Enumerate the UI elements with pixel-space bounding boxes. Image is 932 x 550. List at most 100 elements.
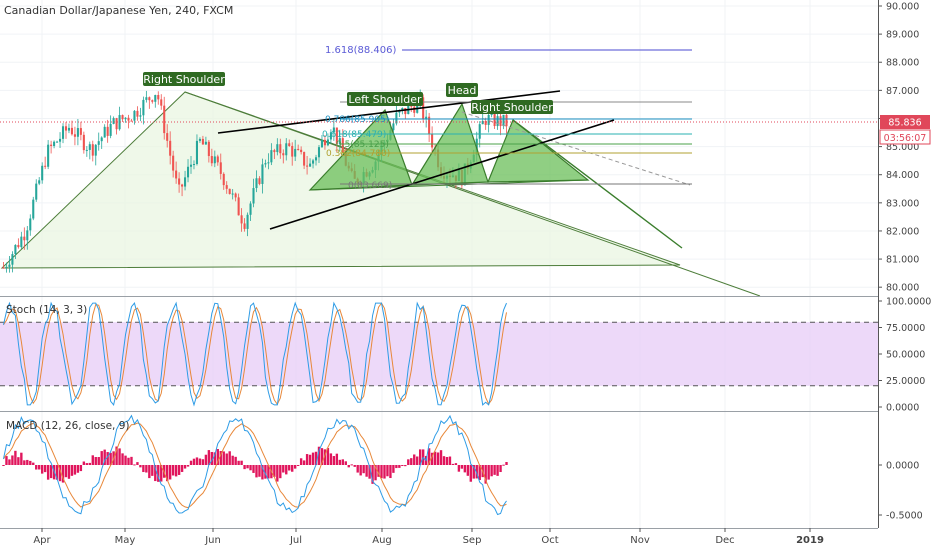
candle-body [237, 197, 240, 216]
label-right-shoulder-1: Right Shoulder [143, 73, 225, 86]
macd-hist-bar [183, 465, 187, 469]
candle-body [76, 128, 79, 137]
candle-body [14, 244, 17, 255]
candle-body [163, 105, 166, 134]
macd-hist-bar [371, 465, 374, 484]
time-tick-label: Sep [463, 535, 482, 546]
candle-body [145, 97, 148, 100]
macd-hist-bar [70, 465, 74, 476]
macd-tick-label: 0.0000 [886, 461, 919, 472]
fib-label-0382: 0.382(84.780) [326, 149, 390, 159]
candle-body [121, 115, 124, 120]
macd-hist-bar [493, 465, 496, 475]
macd-hist-bar [237, 460, 240, 465]
macd-hist-bar [195, 457, 199, 465]
macd-hist-bar [32, 462, 35, 465]
candle-body [425, 116, 428, 119]
lower-trendline [269, 119, 615, 230]
candle-body [154, 94, 157, 102]
macd-hist-bar [496, 465, 499, 476]
macd-hist-bar [11, 455, 14, 465]
macd-hist-bar [225, 453, 228, 465]
candle-body [416, 99, 419, 113]
candle-body [103, 126, 106, 138]
macd-hist-bar [252, 465, 255, 473]
macd-hist-bar [67, 465, 71, 479]
macd-hist-bar [2, 465, 5, 466]
macd-hist-bar [240, 460, 243, 465]
candle-body [478, 124, 481, 139]
candle-body [300, 149, 303, 153]
candle-body [130, 120, 133, 122]
candle-body [285, 143, 288, 156]
macd-hist-bar [222, 451, 225, 465]
stoch-tick-label: 0.0000 [886, 403, 919, 414]
current-price-badge [880, 115, 930, 129]
candle-body [303, 152, 306, 166]
macd-hist-bar [308, 454, 312, 465]
macd-hist-bar [118, 448, 121, 465]
fib-label-0618: 0.618(85.479) [322, 130, 386, 140]
price-tick-label: 88.000 [886, 58, 919, 69]
candle-body [314, 157, 318, 161]
candle-body [136, 110, 139, 117]
candle-body [58, 138, 62, 142]
macd-signal-line [3, 422, 507, 509]
macd-hist-bar [347, 465, 350, 468]
macd-hist-bar [484, 465, 487, 484]
macd-hist-bar [267, 465, 270, 479]
macd-hist-bar [94, 457, 97, 465]
label-left-shoulder: Left Shoulder [348, 93, 422, 106]
macd-hist-bar [416, 456, 419, 465]
candle-body [210, 156, 213, 164]
candle-body [41, 165, 44, 181]
candle-body [109, 123, 112, 136]
price-tick-label: 80.000 [886, 283, 919, 294]
candle-body [311, 160, 315, 164]
candle-body [70, 127, 73, 135]
macd-hist-bar [323, 449, 327, 465]
macd-hist-bar [234, 456, 237, 465]
macd-hist-bar [127, 457, 130, 465]
candle-body [35, 183, 38, 200]
macd-hist-bar [451, 463, 455, 465]
candle-body [91, 144, 94, 156]
candle-body [106, 126, 109, 136]
candle-body [332, 127, 335, 133]
macd-hist-bar [130, 456, 133, 465]
candle-body [246, 214, 249, 229]
macd-hist-bar [442, 456, 446, 465]
candle-body [112, 118, 115, 124]
macd-hist-bar [282, 465, 285, 473]
price-tick-label: 87.000 [886, 86, 919, 97]
macd-hist-bar [365, 465, 368, 477]
candle-body [404, 107, 407, 115]
macd-hist-bar [207, 450, 211, 465]
macd-hist-bar [374, 465, 377, 481]
macd-hist-bar [302, 460, 306, 465]
candle-body [151, 100, 154, 102]
candle-body [273, 150, 276, 153]
macd-hist-bar [329, 453, 333, 465]
macd-hist-bar [73, 465, 77, 475]
macd-hist-bar [353, 465, 356, 467]
macd-hist-bar [487, 465, 490, 480]
macd-hist-bar [243, 465, 246, 470]
macd-hist-bar [231, 455, 234, 465]
candle-body [249, 203, 252, 215]
macd-hist-bar [55, 465, 59, 480]
pattern-right-shoulder [487, 119, 590, 183]
candle-body [258, 178, 261, 184]
candle-body [198, 138, 201, 141]
candle-body [17, 244, 20, 248]
macd-hist-bar [246, 465, 249, 469]
macd-hist-bar [219, 451, 222, 465]
macd-hist-bar [20, 452, 23, 465]
candle-body [178, 178, 181, 185]
macd-hist-bar [258, 465, 261, 477]
macd-hist-bar [299, 458, 303, 465]
candle-body [276, 144, 279, 153]
macd-hist-bar [186, 465, 190, 467]
candle-body [8, 264, 11, 267]
